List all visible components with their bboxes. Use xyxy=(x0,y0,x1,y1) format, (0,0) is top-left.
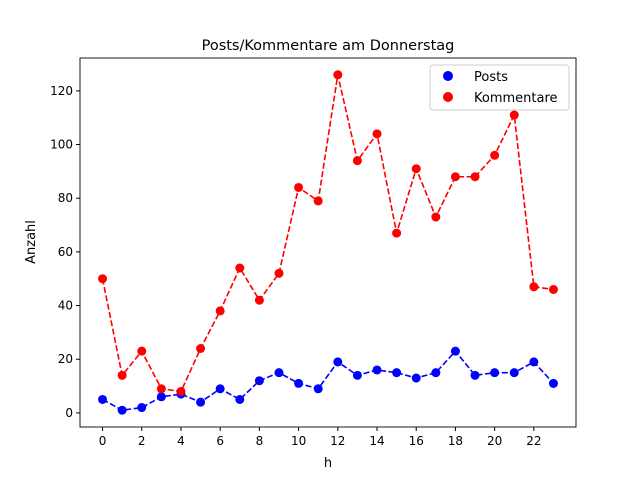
data-point-kommentare xyxy=(294,182,304,192)
data-point-kommentare xyxy=(548,284,558,294)
data-point-posts xyxy=(509,368,519,378)
x-tick-label: 20 xyxy=(487,434,502,448)
data-point-kommentare xyxy=(470,172,480,182)
y-tick-label: 40 xyxy=(58,299,73,313)
data-point-posts xyxy=(235,394,245,404)
data-point-posts xyxy=(313,384,323,394)
data-point-posts xyxy=(411,373,421,383)
data-point-kommentare xyxy=(529,282,539,292)
x-tick-label: 12 xyxy=(330,434,345,448)
y-tick-label: 60 xyxy=(58,245,73,259)
legend-marker-posts xyxy=(443,71,453,81)
data-point-kommentare xyxy=(98,274,108,284)
data-point-posts xyxy=(274,368,284,378)
data-point-kommentare xyxy=(411,164,421,174)
data-point-posts xyxy=(254,376,264,386)
legend: Posts Kommentare xyxy=(429,64,570,111)
data-point-posts xyxy=(529,357,539,367)
axes-frame xyxy=(79,57,577,428)
data-point-kommentare xyxy=(431,212,441,222)
data-point-kommentare xyxy=(117,370,127,380)
data-point-posts xyxy=(98,394,108,404)
data-point-posts xyxy=(196,397,206,407)
data-point-kommentare xyxy=(196,344,206,354)
data-point-kommentare xyxy=(450,172,460,182)
data-point-kommentare xyxy=(372,129,382,139)
chart-title: Posts/Kommentare am Donnerstag xyxy=(202,38,455,54)
data-point-kommentare xyxy=(254,295,264,305)
data-point-posts xyxy=(431,368,441,378)
plot-area: 0 2 4 6 8 10 12 14 16 18 20 22 0 20 40 60 80 100 120 xyxy=(50,70,558,448)
data-point-posts xyxy=(392,368,402,378)
data-point-kommentare xyxy=(352,156,362,166)
data-point-posts xyxy=(548,378,558,388)
x-tick-label: 6 xyxy=(216,434,224,448)
data-point-kommentare xyxy=(313,196,323,206)
data-point-posts xyxy=(450,346,460,356)
y-tick-label: 80 xyxy=(58,191,73,205)
legend-marker-kommentare xyxy=(443,92,453,102)
y-tick-label: 100 xyxy=(50,138,73,152)
data-point-kommentare xyxy=(176,386,186,396)
y-tick-label: 120 xyxy=(50,84,73,98)
legend-box xyxy=(429,64,570,111)
data-point-posts xyxy=(333,357,343,367)
data-point-posts xyxy=(372,365,382,375)
legend-label-kommentare: Kommentare xyxy=(474,91,558,106)
data-point-posts xyxy=(352,370,362,380)
data-point-posts xyxy=(294,378,304,388)
x-tick-label: 0 xyxy=(99,434,107,448)
x-tick-label: 14 xyxy=(369,434,384,448)
x-tick-label: 10 xyxy=(291,434,306,448)
data-point-kommentare xyxy=(333,70,343,80)
data-point-posts xyxy=(156,392,166,402)
data-point-kommentare xyxy=(137,346,147,356)
data-point-posts xyxy=(215,384,225,394)
x-tick-label: 22 xyxy=(526,434,541,448)
data-point-posts xyxy=(470,370,480,380)
data-point-posts xyxy=(137,403,147,413)
x-tick-label: 16 xyxy=(409,434,424,448)
data-point-kommentare xyxy=(156,384,166,394)
x-axis-label: h xyxy=(324,456,332,471)
data-point-posts xyxy=(117,405,127,415)
y-axis-label: Anzahl xyxy=(24,220,39,264)
data-point-kommentare xyxy=(274,268,284,278)
x-tick-label: 8 xyxy=(256,434,264,448)
data-point-kommentare xyxy=(490,150,500,160)
y-tick-label: 20 xyxy=(58,352,73,366)
x-tick-label: 2 xyxy=(138,434,146,448)
x-tick-label: 4 xyxy=(177,434,185,448)
data-point-posts xyxy=(490,368,500,378)
y-tick-label: 0 xyxy=(65,406,73,420)
data-point-kommentare xyxy=(235,263,245,273)
data-point-kommentare xyxy=(215,306,225,316)
data-point-kommentare xyxy=(509,110,519,120)
x-tick-label: 18 xyxy=(448,434,463,448)
data-point-kommentare xyxy=(392,228,402,238)
legend-label-posts: Posts xyxy=(474,70,508,85)
